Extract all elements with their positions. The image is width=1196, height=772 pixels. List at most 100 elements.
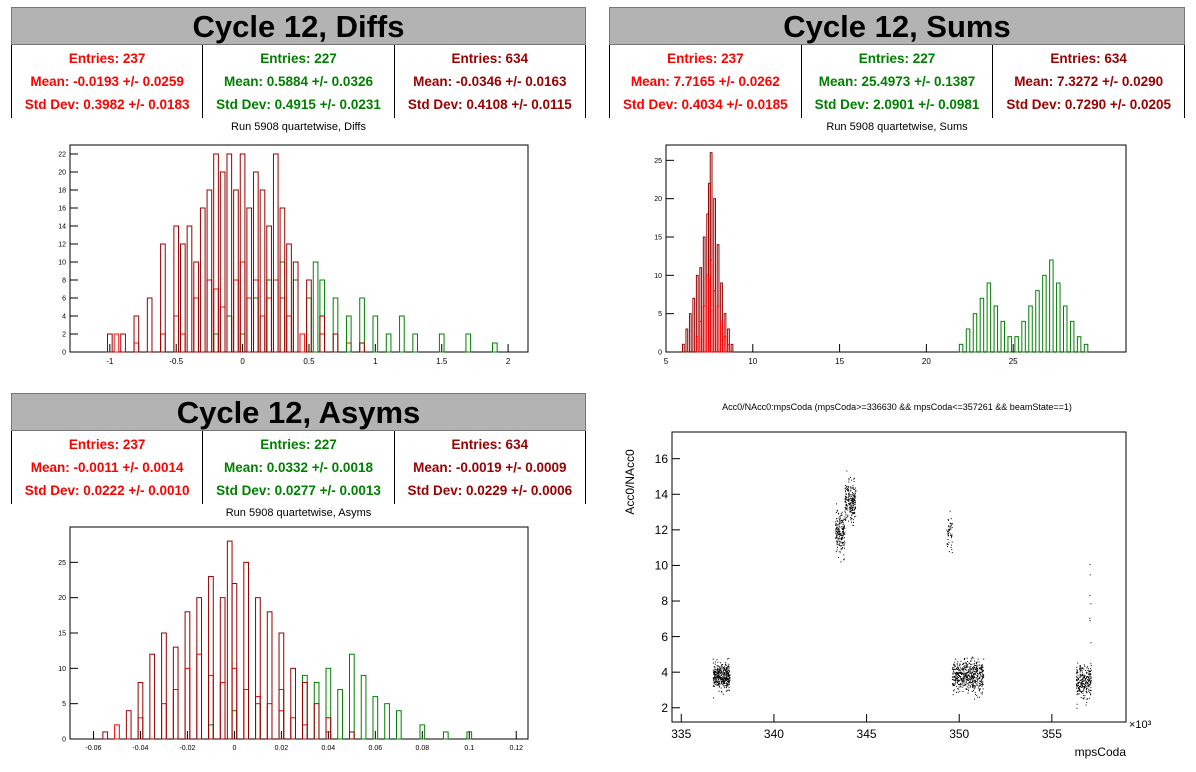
scatter-point (725, 667, 727, 669)
scatter-point (1086, 692, 1088, 694)
scatter-point (724, 681, 726, 683)
scatter-point (1080, 683, 1082, 685)
scatter-point (956, 663, 958, 665)
scatter-point (714, 661, 716, 663)
plot-frame (665, 144, 1127, 353)
scatter-point (845, 518, 847, 520)
scatter-point (720, 683, 722, 685)
scatter-point (844, 500, 846, 502)
x-tick-label: 0.06 (369, 745, 383, 752)
scatter-point (975, 678, 977, 680)
scatter-point (956, 673, 958, 675)
scatter-point (961, 669, 963, 671)
scatter-point (837, 531, 839, 533)
scatter-point (851, 487, 853, 489)
scatter-point (846, 505, 848, 507)
histogram-bin (384, 703, 390, 740)
scatter-point (840, 533, 842, 535)
scatter-point (1083, 668, 1085, 670)
histogram-bin (107, 333, 113, 353)
scatter-point (844, 507, 846, 509)
scatter-point (845, 489, 847, 491)
scatter-point (728, 686, 730, 688)
scatter-point (974, 691, 976, 693)
histogram-bin (246, 207, 253, 353)
scatter-point (982, 688, 984, 690)
scatter-point (981, 669, 983, 671)
histogram-bin (1000, 320, 1005, 353)
sums-plot-title: Run 5908 quartetwise, Sums (826, 121, 968, 133)
histogram-bin (730, 343, 734, 353)
scatter-point (964, 667, 966, 669)
scatter-point (1077, 684, 1079, 686)
scatter-point (976, 667, 978, 669)
scatter-point (983, 675, 985, 677)
scatter-point (728, 678, 730, 680)
scatter-point (1077, 682, 1079, 684)
scatter-point (1080, 667, 1082, 669)
histogram-bin (306, 279, 312, 353)
scatter-point (981, 684, 983, 686)
scatter-cluster (946, 510, 953, 553)
scatter-point (835, 511, 837, 513)
scatter-point (971, 676, 973, 678)
scatter-point (842, 535, 844, 537)
scatter-point (836, 533, 838, 535)
scatter-point (727, 680, 729, 682)
stat-std: Std Dev: 2.0901 +/- 0.0981 (814, 97, 980, 112)
histogram-bin (173, 225, 180, 353)
scatter-point (962, 673, 964, 675)
scatter-point (976, 674, 978, 676)
scatter-point (958, 674, 960, 676)
scatter-point (846, 504, 848, 506)
scatter-point (1088, 679, 1090, 681)
histogram-bin (253, 171, 259, 353)
scatter-point (840, 520, 842, 522)
scatter-point (714, 675, 716, 677)
scatter-point (965, 678, 967, 680)
scatter-point (844, 510, 846, 512)
scatter-point (1089, 683, 1091, 685)
scatter-point (1082, 690, 1084, 692)
scatter-point (852, 501, 854, 503)
scatter-point (852, 486, 854, 488)
sums-stats-red: Entries: 237 Mean: 7.7165 +/- 0.0262 Std… (610, 45, 802, 118)
scatter-point (961, 679, 963, 681)
scatter-point (849, 496, 851, 498)
x-tick-label: 0 (240, 357, 245, 366)
scatter-point (1087, 679, 1089, 681)
scatter-point (956, 686, 958, 688)
scatter-cluster (712, 657, 731, 699)
stat-std: Std Dev: 0.3982 +/- 0.0183 (24, 97, 190, 112)
scatter-point (981, 691, 983, 693)
scatter-point (957, 679, 959, 681)
scatter-point (961, 683, 963, 685)
histogram-series (681, 152, 734, 353)
scatter-point (727, 683, 729, 685)
histogram-bin (1035, 290, 1040, 353)
scatter-point (725, 690, 727, 692)
histogram-series (213, 261, 498, 353)
histogram-bin (160, 333, 166, 353)
scatter-point (968, 682, 970, 684)
scatter-point (716, 673, 718, 675)
scatter-point (976, 672, 978, 674)
scatter-point (1076, 684, 1078, 686)
scatter-point (848, 494, 850, 496)
plot-frame (69, 526, 529, 740)
scatter-point (717, 670, 719, 672)
histogram-bin (1021, 320, 1026, 353)
scatter-point (949, 523, 951, 525)
scatter-point (956, 679, 958, 681)
scatter-point (979, 672, 981, 674)
scatter-point (969, 670, 971, 672)
y-tick-label: 2 (62, 331, 66, 338)
scatter-point (853, 494, 855, 496)
scatter-point (974, 681, 976, 683)
scatter-point (947, 535, 949, 537)
scatter-point (723, 682, 725, 684)
histogram-bin (979, 297, 985, 353)
scatter-point (1078, 690, 1080, 692)
histogram-bin (290, 717, 296, 740)
scatter-point (847, 515, 849, 517)
